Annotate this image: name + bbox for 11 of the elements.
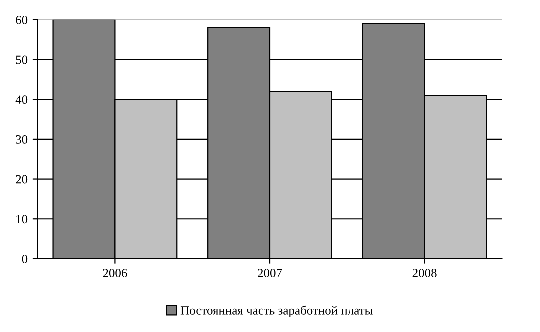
y-tick-label: 0 [22,254,28,264]
x-tick-label: 2006 [103,269,128,278]
y-tick-label: 20 [16,175,28,184]
y-tick-label: 50 [16,56,28,64]
y-tick-label: 10 [16,215,28,224]
legend-label: Постоянная часть заработной платы [180,306,373,318]
x-tick-label: 2007 [258,269,282,278]
y-tick-label: 40 [16,96,28,104]
y-tick-label: 60 [16,16,28,24]
y-tick-label: 30 [16,135,28,144]
x-tick-label: 2008 [412,269,437,278]
